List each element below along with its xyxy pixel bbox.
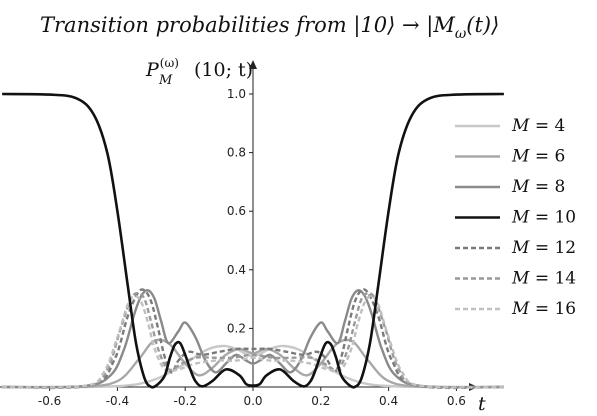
series-line-m8 — [2, 289, 504, 389]
legend-label: M = 14 — [511, 269, 576, 289]
y-axis-label: P(ω) — [145, 56, 179, 81]
x-tick-label: -0.2 — [173, 394, 196, 408]
y-tick-label: 0.8 — [227, 146, 246, 160]
legend: M = 4 M = 6 M = 8 M = 10 M = 12 M = 14 M = 16 — [455, 116, 576, 319]
x-tick-label: 0.0 — [243, 394, 262, 408]
chart-title-text: Transition probabilities from — [40, 13, 353, 37]
x-tick-label: 0.4 — [379, 394, 398, 408]
series-line-m6 — [2, 338, 504, 389]
x-tick-label: 0.6 — [447, 394, 466, 408]
series-line-m10 — [2, 92, 504, 389]
y-axis-label-args: (10; t) — [194, 59, 253, 81]
y-axis-label-sub: M — [158, 73, 173, 88]
y-tick-label: 1.0 — [227, 87, 246, 101]
chart-title-subscript: ω — [455, 26, 467, 42]
legend-label: M = 16 — [511, 299, 576, 319]
y-axis-label-sup: (ω) — [160, 56, 179, 70]
plot-curves — [2, 92, 504, 390]
y-tick-label: 0.2 — [227, 321, 246, 335]
series-line-m4 — [2, 344, 504, 389]
legend-label: M = 8 — [511, 177, 565, 197]
series-line-m16 — [2, 294, 504, 389]
legend-label: M = 6 — [511, 147, 565, 167]
y-tick-label: 0.4 — [227, 263, 246, 277]
series-line-m12 — [2, 288, 504, 390]
legend-label: M = 10 — [511, 208, 576, 228]
chart-title-ket: |10⟩ → |M — [353, 13, 455, 38]
x-axis-label: t — [478, 393, 486, 415]
legend-label: M = 12 — [511, 238, 576, 258]
y-axis-label-p: P — [145, 59, 160, 81]
series-line-m14 — [2, 292, 504, 389]
chart-title-end: (t)⟩ — [466, 13, 499, 37]
y-axis-arrow — [249, 60, 257, 69]
legend-label: M = 4 — [511, 116, 565, 136]
x-tick-label: -0.6 — [38, 394, 61, 408]
axis-ticks: -0.6 -0.4 -0.2 0.0 0.2 0.4 0.6 0.2 0.4 0.6 0.8 1.0 — [38, 87, 466, 408]
x-tick-label: -0.4 — [106, 394, 129, 408]
chart-title: Transition probabilities from |10⟩ → |Mω… — [40, 13, 499, 42]
y-tick-label: 0.6 — [227, 204, 246, 218]
x-tick-label: 0.2 — [311, 394, 330, 408]
